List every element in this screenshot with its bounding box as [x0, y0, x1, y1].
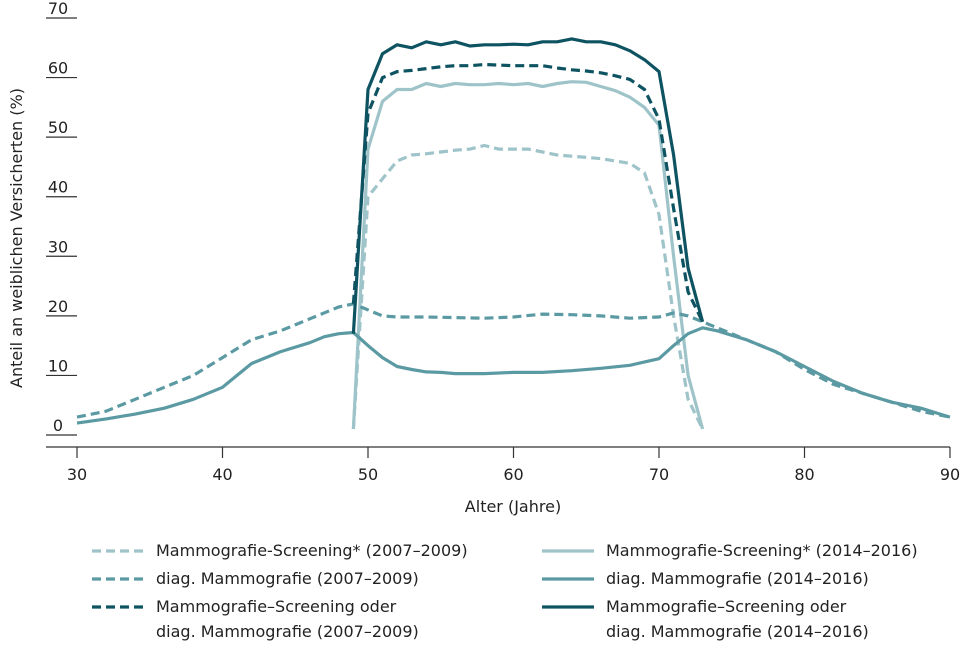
legend-swatch: [92, 577, 144, 581]
legend-item-5: Mammografie–Screening oder diag. Mammogra…: [90, 594, 419, 644]
series-line-2: [351, 80, 705, 430]
x-tick-label: 70: [649, 465, 669, 484]
series-line-1: [351, 143, 705, 430]
x-tick-label: 90: [940, 465, 960, 484]
series-line-5: [351, 62, 705, 323]
legend-label: diag. Mammografie (2007–2009): [156, 569, 419, 588]
legend-label: diag. Mammografie (2014–2016): [606, 622, 869, 641]
x-tick-label: 30: [67, 465, 87, 484]
legend-label: diag. Mammografie (2014–2016): [606, 569, 869, 588]
y-axis-title: Anteil an weiblichen Versicherten (%): [7, 88, 26, 388]
y-tick-label: 20: [48, 297, 68, 316]
series-line-3: [76, 302, 951, 419]
legend-item-6: Mammografie–Screening oder diag. Mammogra…: [540, 594, 869, 644]
legend-label: Mammografie-Screening* (2007–2009): [156, 541, 468, 560]
legend-label: Mammografie–Screening oder: [156, 597, 397, 616]
legend-swatch: [542, 577, 594, 581]
y-tick-label: 60: [48, 59, 68, 78]
x-axis: 30 40 50 60 70 80 90: [46, 446, 960, 484]
series-line-4: [76, 326, 951, 425]
line-chart: 0 10 20 30 40 50 60 70 30 40 50 60 70 80 90 Anteil an…: [7, 0, 960, 516]
y-tick-label: 50: [48, 118, 68, 137]
x-tick-label: 80: [794, 465, 814, 484]
y-tick-label: 10: [48, 356, 68, 375]
legend-swatch: [92, 605, 144, 609]
legend-item-3: diag. Mammografie (2007–2009): [90, 566, 419, 591]
x-tick-label: 60: [503, 465, 523, 484]
legend-swatch: [542, 605, 594, 609]
legend-swatch: [92, 549, 144, 553]
y-tick-label: 30: [48, 237, 68, 256]
series-lines: [76, 37, 951, 430]
x-axis-title: Alter (Jahre): [465, 497, 561, 516]
legend-item-1: Mammografie-Screening* (2007–2009): [90, 538, 468, 563]
y-tick-label: 70: [48, 0, 68, 18]
legend-label: diag. Mammografie (2007–2009): [156, 622, 419, 641]
y-axis: 0 10 20 30 40 50 60 70: [46, 0, 77, 436]
x-tick-label: 40: [212, 465, 232, 484]
legend-item-4: diag. Mammografie (2014–2016): [540, 566, 869, 591]
y-tick-label: 0: [53, 416, 63, 435]
legend-swatch: [542, 549, 594, 553]
legend-item-2: Mammografie-Screening* (2014–2016): [540, 538, 918, 563]
y-tick-label: 40: [48, 178, 68, 197]
series-line-6: [351, 37, 705, 334]
legend-label: Mammografie–Screening oder: [606, 597, 847, 616]
x-tick-label: 50: [358, 465, 378, 484]
legend-label: Mammografie-Screening* (2014–2016): [606, 541, 918, 560]
